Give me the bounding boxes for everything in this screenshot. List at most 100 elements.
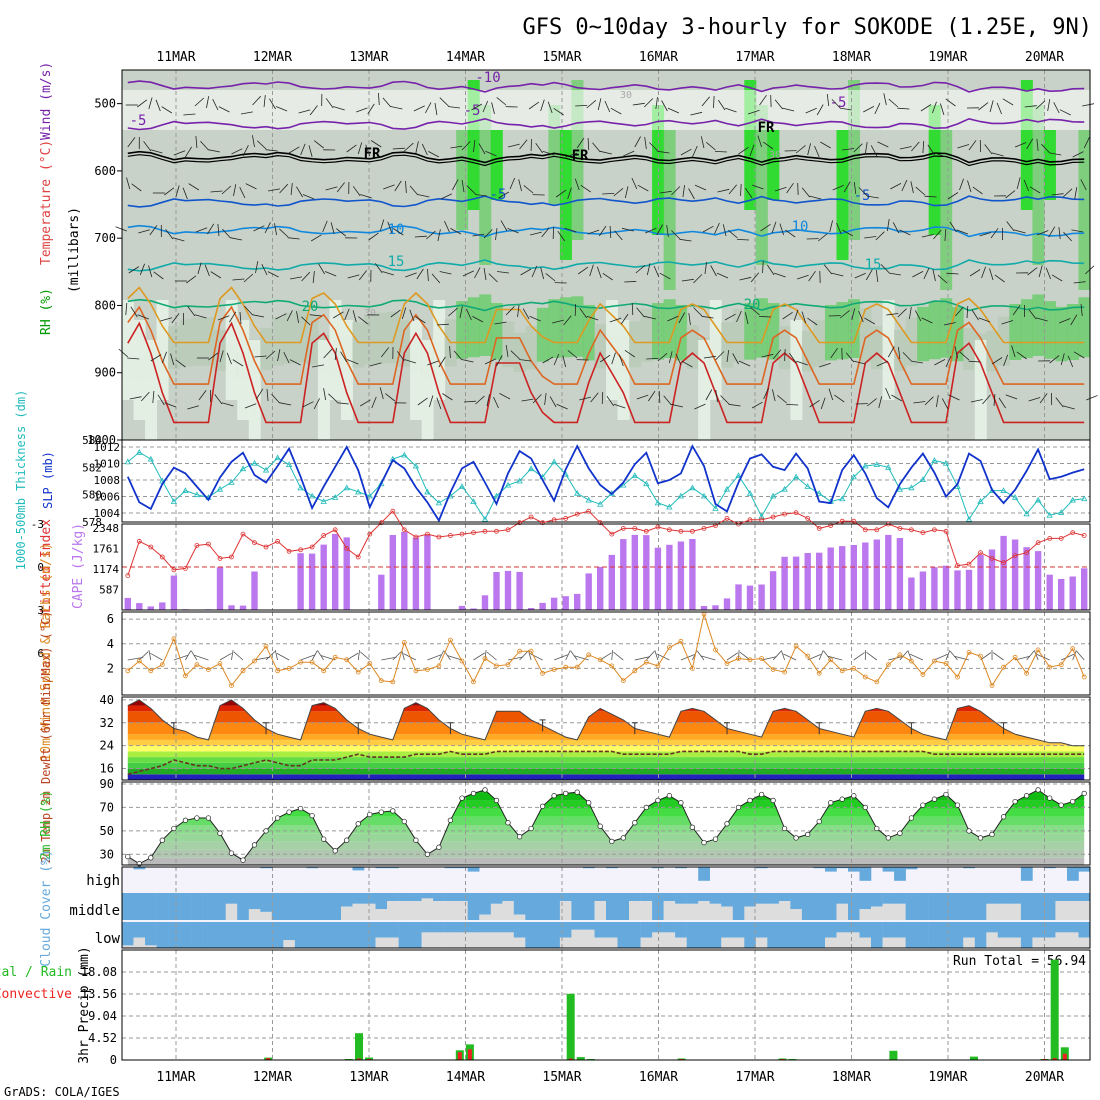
thickness-marker [1069,496,1076,503]
wind-barb [1067,355,1074,368]
thickness-axis-label: 1000-500mb Thickness (dm) [14,390,28,571]
cloud-cell [536,893,549,920]
wind-barb [710,265,717,277]
wind10-barb [818,650,824,661]
wind10-barb [300,654,315,661]
rh-marker [609,838,615,845]
wind-barb [762,260,764,274]
wind-barb [346,359,359,365]
wind10-marker [989,683,995,688]
cloud-cell [559,893,572,902]
wind-barb [428,151,440,158]
wind-barb [256,388,264,400]
wind-barb [897,107,910,110]
wind-barb [772,389,776,402]
wind-barb [1062,188,1073,198]
wind10-barb [401,650,405,661]
cloud-gap-cell [859,937,872,948]
cloud-gap-cell [375,909,388,920]
cape-bar [804,553,811,610]
wind-barb [864,142,868,155]
slp-axis-label: SLP (mb) [41,451,55,509]
cloud-cell [214,893,226,920]
wind-barb [494,321,507,325]
wind-barb [809,399,820,408]
cloud-cell [317,922,330,948]
wind10-barb [254,656,270,661]
wind-barb [495,228,498,241]
wind10-marker [182,673,188,679]
wind-barb [713,95,715,109]
cloud-gap-cell [387,937,399,948]
wind-barb [751,401,763,409]
cape-bar [504,570,512,610]
cloud-cell [387,893,399,902]
wind-barb [602,272,613,281]
wind-barb [675,353,682,366]
wind-barb [737,239,750,241]
wind-barb [912,271,924,278]
wind-barb [946,272,959,275]
cloud-cell [1078,893,1091,902]
wind10-tick-label: 2 [107,661,114,675]
wind10-barb [127,657,144,661]
wind-barb [613,403,626,409]
cloud-gap-cell [1009,903,1022,920]
wind-barb [874,102,881,115]
cloud-cell [398,893,411,902]
wind-barb [369,362,382,367]
wind-barb [994,274,1005,283]
wind10-marker [367,661,373,666]
wind-barb [898,347,901,360]
thickness-marker [504,481,512,488]
wind10-barb [231,650,234,661]
thickness-marker [850,473,857,480]
rh-shade-cell [1043,301,1056,359]
wind10-marker [263,643,269,649]
isotherm-label: 20 [302,299,319,315]
cape-bar [885,534,892,610]
cloud-cell [421,922,434,933]
wind-barb [831,99,841,109]
cloud-gap-cell [1055,932,1068,948]
wind-barb [507,143,520,148]
wind-barb [417,397,428,406]
lifted-index-marker [574,511,580,517]
cloud-cell [225,893,238,904]
temp-band [127,705,1085,712]
wind10-barb [1014,655,1030,661]
cloud-cell [744,922,757,948]
wind-barb [613,187,624,197]
wind10-barb [654,650,659,661]
wind-barb [923,267,930,280]
cloud-gap-cell [836,932,849,948]
lifted-index-marker [597,520,603,526]
rh-tick-label: 30 [100,847,114,861]
wind-barb [230,237,243,241]
wind-barb [150,354,162,362]
wind-barb [694,403,706,410]
wind-barb [1016,177,1021,190]
rh-marker [424,851,431,857]
cloud-cell [928,922,941,948]
wind-barb [955,306,964,317]
temp-line [127,699,1085,747]
cloud-cell [675,922,687,938]
wind-barb [484,358,497,365]
lifted-index-marker [1047,536,1053,541]
wind-barb [148,265,153,278]
wind10-marker [286,666,292,671]
rh-marker [643,804,649,811]
wind-barb [915,186,926,196]
wind-barb [540,267,545,280]
wind-barb [886,313,899,316]
rh-tick-label: 70 [100,800,114,814]
wind-barb [529,315,541,322]
wind-barb [439,271,452,275]
isotherm-label: -5 [830,95,847,111]
wind-barb [473,140,476,153]
cloud-cell [1020,867,1033,881]
wind-barb [239,311,242,325]
wind-barb [801,311,807,324]
cloud-cell [986,893,999,904]
